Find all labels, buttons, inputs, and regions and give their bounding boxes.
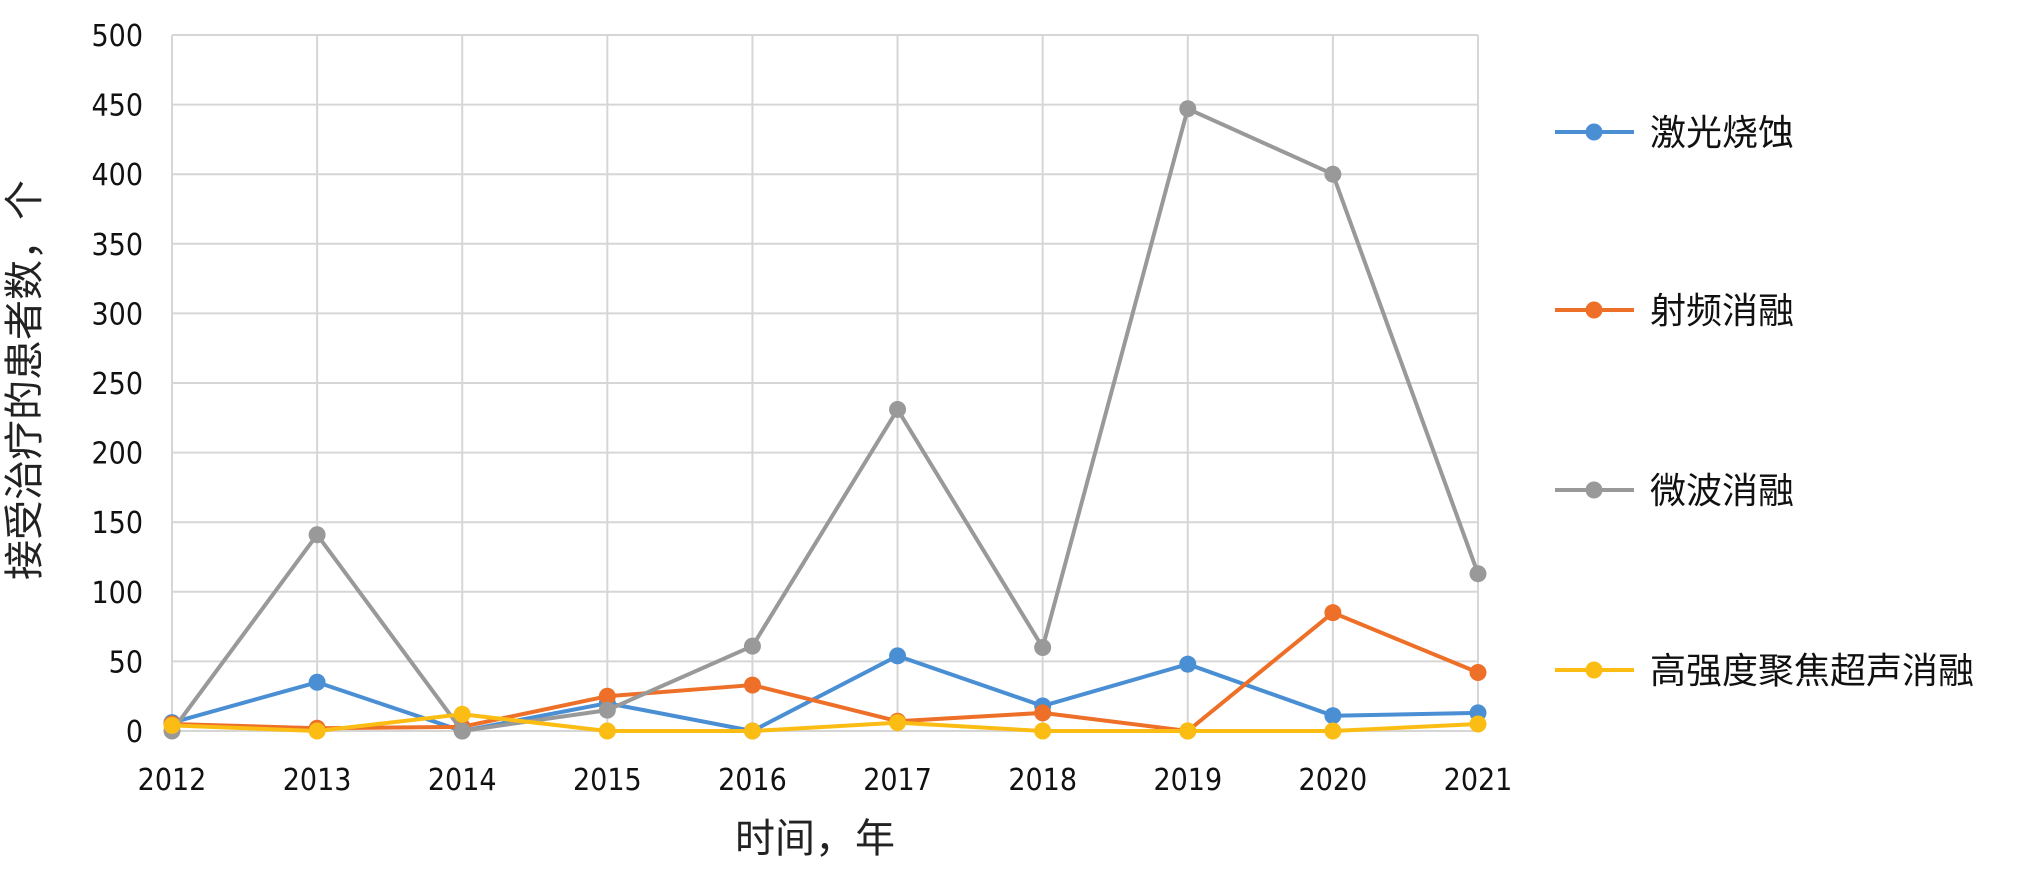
legend-swatch-marker [1585, 661, 1603, 679]
y-tick-label: 0 [126, 715, 143, 750]
y-tick-label: 250 [91, 367, 143, 402]
data-point [1179, 100, 1197, 118]
data-point [1469, 715, 1487, 733]
data-point [1324, 707, 1342, 725]
series-line [171, 610, 1479, 733]
data-point [743, 722, 761, 740]
data-point [1324, 722, 1342, 740]
data-point [308, 722, 326, 740]
y-tick-label: 400 [91, 158, 143, 193]
x-tick-label: 2015 [573, 763, 642, 798]
series-3 [163, 705, 1487, 740]
grid [171, 34, 1479, 732]
legend-item: 微波消融 [1555, 471, 1794, 512]
legend-label: 激光烧蚀 [1650, 113, 1794, 154]
data-point [889, 647, 907, 665]
series-line [170, 106, 1480, 733]
legend-label: 微波消融 [1650, 471, 1794, 512]
x-axis-title: 时间，年 [735, 816, 895, 862]
x-tick-label: 2017 [863, 763, 932, 798]
data-point [1179, 655, 1197, 673]
data-point [308, 526, 326, 544]
data-point [743, 676, 761, 694]
data-point [743, 637, 761, 655]
x-tick-label: 2018 [1008, 763, 1077, 798]
legend-item: 激光烧蚀 [1555, 113, 1794, 154]
data-point [308, 673, 326, 691]
data-point [1034, 638, 1052, 656]
y-tick-label: 200 [91, 437, 143, 472]
data-point [1179, 722, 1197, 740]
x-tick-label: 2013 [283, 763, 352, 798]
y-axis-ticks: 0 50 100 150 200 250 300 350 400 450 500 [91, 19, 143, 750]
legend-item: 射频消融 [1555, 291, 1794, 332]
y-tick-label: 500 [91, 19, 143, 54]
x-tick-label: 2020 [1299, 763, 1368, 798]
y-tick-label: 300 [91, 297, 143, 332]
y-tick-label: 50 [109, 645, 143, 680]
data-point [1469, 664, 1487, 682]
series-1 [163, 604, 1487, 740]
data-point [598, 701, 616, 719]
data-point [598, 722, 616, 740]
x-tick-label: 2021 [1444, 763, 1513, 798]
legend-label: 高强度聚焦超声消融 [1650, 651, 1974, 692]
legend-label: 射频消融 [1650, 291, 1794, 332]
series-lines [163, 100, 1487, 740]
y-tick-label: 100 [91, 576, 143, 611]
data-point [1324, 604, 1342, 622]
data-point [163, 716, 181, 734]
data-point [1324, 165, 1342, 183]
data-point [453, 705, 471, 723]
legend-swatch-marker [1585, 481, 1603, 499]
data-point [1469, 565, 1487, 583]
x-tick-label: 2016 [718, 763, 787, 798]
x-tick-label: 2012 [138, 763, 207, 798]
legend-swatch-marker [1585, 301, 1603, 319]
x-axis-ticks: 2012 2013 2014 2015 2016 2017 2018 2019 2020 2021 [138, 763, 1513, 798]
x-tick-label: 2014 [428, 763, 497, 798]
y-tick-label: 150 [91, 506, 143, 541]
y-tick-label: 450 [91, 89, 143, 124]
series-line [171, 653, 1479, 733]
y-axis-title: 接受治疗的患者数，个 [2, 180, 48, 580]
data-point [1034, 704, 1052, 722]
y-tick-label: 350 [91, 228, 143, 263]
legend-item: 高强度聚焦超声消融 [1555, 651, 1974, 692]
data-point [889, 400, 907, 418]
data-point [598, 687, 616, 705]
data-point [1034, 722, 1052, 740]
legend-swatch-marker [1585, 123, 1603, 141]
data-point [453, 722, 471, 740]
x-tick-label: 2019 [1153, 763, 1222, 798]
series-line [171, 712, 1479, 733]
series-2 [163, 100, 1487, 740]
data-point [889, 714, 907, 732]
